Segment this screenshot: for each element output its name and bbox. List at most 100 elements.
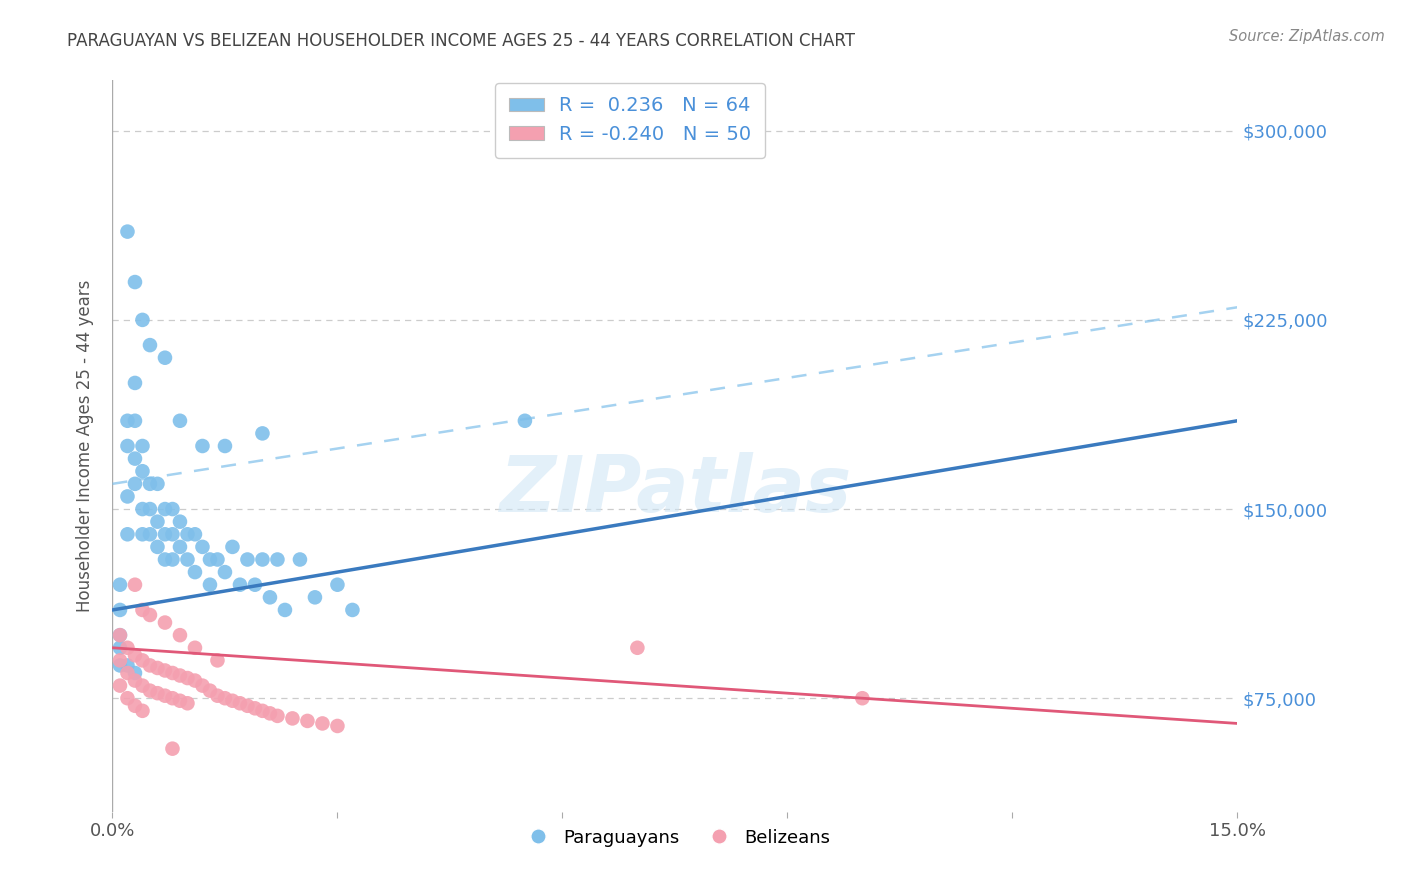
Point	[153, 351, 176, 365]
Point	[108, 628, 131, 642]
Point	[326, 719, 349, 733]
Point	[304, 591, 326, 605]
Point	[153, 664, 176, 678]
Point	[297, 714, 319, 728]
Point	[162, 502, 184, 516]
Point	[139, 527, 162, 541]
Point	[139, 338, 162, 352]
Point	[124, 665, 146, 680]
Point	[281, 711, 304, 725]
Point	[207, 653, 229, 667]
Point	[131, 603, 153, 617]
Point	[108, 578, 131, 592]
Point	[108, 653, 131, 667]
Point	[176, 527, 198, 541]
Point	[131, 653, 153, 667]
Point	[214, 439, 236, 453]
Point	[139, 476, 162, 491]
Point	[131, 502, 153, 516]
Point	[184, 527, 207, 541]
Point	[191, 439, 214, 453]
Point	[243, 701, 266, 715]
Point	[342, 603, 364, 617]
Point	[259, 591, 281, 605]
Point	[162, 552, 184, 566]
Point	[124, 476, 146, 491]
Point	[259, 706, 281, 721]
Point	[117, 490, 139, 504]
Legend: Paraguayans, Belizeans: Paraguayans, Belizeans	[512, 822, 838, 854]
Point	[108, 640, 131, 655]
Point	[288, 552, 311, 566]
Point	[252, 704, 274, 718]
Point	[146, 661, 169, 675]
Point	[124, 376, 146, 390]
Point	[221, 694, 243, 708]
Point	[626, 640, 648, 655]
Point	[162, 527, 184, 541]
Text: ZIPatlas: ZIPatlas	[499, 452, 851, 528]
Point	[207, 552, 229, 566]
Point	[169, 414, 191, 428]
Point	[117, 658, 139, 673]
Point	[117, 527, 139, 541]
Point	[184, 673, 207, 688]
Point	[124, 673, 146, 688]
Point	[131, 464, 153, 478]
Point	[124, 275, 146, 289]
Point	[851, 691, 873, 706]
Point	[274, 603, 297, 617]
Point	[169, 515, 191, 529]
Point	[153, 527, 176, 541]
Point	[153, 689, 176, 703]
Text: PARAGUAYAN VS BELIZEAN HOUSEHOLDER INCOME AGES 25 - 44 YEARS CORRELATION CHART: PARAGUAYAN VS BELIZEAN HOUSEHOLDER INCOM…	[67, 32, 855, 50]
Point	[124, 451, 146, 466]
Point	[108, 679, 131, 693]
Point	[139, 658, 162, 673]
Point	[266, 709, 288, 723]
Point	[214, 691, 236, 706]
Point	[153, 615, 176, 630]
Text: Source: ZipAtlas.com: Source: ZipAtlas.com	[1229, 29, 1385, 44]
Point	[131, 439, 153, 453]
Point	[184, 565, 207, 579]
Point	[124, 578, 146, 592]
Point	[191, 679, 214, 693]
Point	[162, 691, 184, 706]
Point	[139, 607, 162, 622]
Point	[124, 414, 146, 428]
Point	[198, 683, 221, 698]
Point	[252, 552, 274, 566]
Point	[117, 665, 139, 680]
Point	[153, 552, 176, 566]
Point	[124, 648, 146, 663]
Point	[198, 552, 221, 566]
Point	[131, 704, 153, 718]
Point	[176, 696, 198, 710]
Point	[221, 540, 243, 554]
Point	[236, 698, 259, 713]
Point	[184, 640, 207, 655]
Point	[169, 628, 191, 642]
Point	[108, 628, 131, 642]
Point	[326, 578, 349, 592]
Point	[198, 578, 221, 592]
Point	[252, 426, 274, 441]
Point	[191, 540, 214, 554]
Point	[146, 540, 169, 554]
Point	[131, 527, 153, 541]
Point	[207, 689, 229, 703]
Point	[513, 414, 536, 428]
Point	[131, 313, 153, 327]
Point	[117, 225, 139, 239]
Point	[139, 502, 162, 516]
Point	[162, 741, 184, 756]
Point	[139, 683, 162, 698]
Point	[229, 696, 252, 710]
Point	[176, 671, 198, 685]
Point	[169, 540, 191, 554]
Point	[311, 716, 333, 731]
Point	[146, 476, 169, 491]
Point	[176, 552, 198, 566]
Point	[169, 694, 191, 708]
